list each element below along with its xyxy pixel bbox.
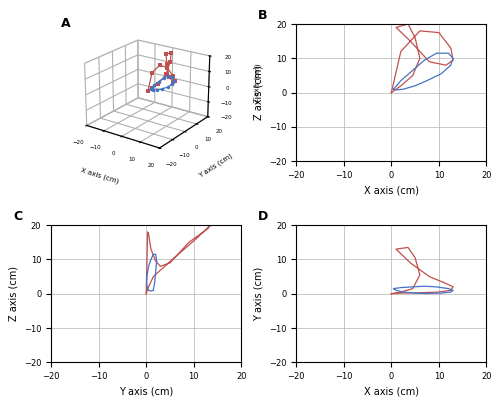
Text: D: D	[258, 210, 268, 223]
Y-axis label: Y axis (cm): Y axis (cm)	[198, 153, 234, 179]
Text: C: C	[13, 210, 22, 223]
X-axis label: X axis (cm): X axis (cm)	[364, 185, 419, 196]
Text: A: A	[61, 17, 70, 30]
X-axis label: Y axis (cm): Y axis (cm)	[119, 387, 174, 396]
Y-axis label: Z axis (cm): Z axis (cm)	[8, 266, 18, 321]
X-axis label: X axis (cm): X axis (cm)	[80, 166, 120, 184]
Y-axis label: Y axis (cm): Y axis (cm)	[254, 266, 264, 321]
X-axis label: X axis (cm): X axis (cm)	[364, 387, 419, 396]
Y-axis label: Z axis (cm): Z axis (cm)	[254, 65, 264, 120]
Text: B: B	[258, 9, 268, 21]
